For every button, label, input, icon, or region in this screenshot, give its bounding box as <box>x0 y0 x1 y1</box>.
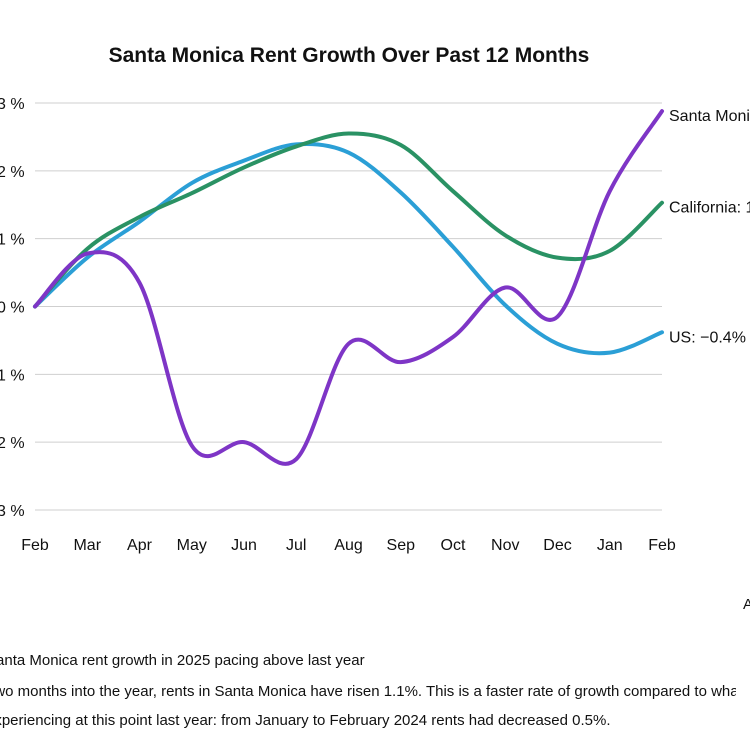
x-tick-label: Aug <box>334 537 362 554</box>
x-axis: Feb Mar Apr May Jun Jul Aug Sep Oct Nov Dec Jan Feb <box>21 537 676 554</box>
x-tick-label: Feb <box>648 537 676 554</box>
series-end-label: Santa Monica: 2.9% <box>669 108 750 125</box>
chart-title: Santa Monica Rent Growth Over Past 12 Mo… <box>109 44 590 67</box>
footer-paragraph-line-2: experiencing at this point last year: fr… <box>0 712 611 729</box>
x-tick-label: May <box>177 537 207 554</box>
y-tick-label: 2 % <box>0 435 25 452</box>
series-line <box>33 141 664 356</box>
series-line <box>33 131 664 309</box>
x-tick-label: Jun <box>231 537 257 554</box>
y-tick-label: 2 % <box>0 164 25 181</box>
series-line <box>33 109 664 466</box>
series-end-labels: Santa Monica: 2.9% California: 1.5% US: −0… <box>669 108 750 346</box>
footer-heading: Santa Monica rent growth in 2025 pacing … <box>0 652 365 669</box>
y-tick-label: 1 % <box>0 232 25 249</box>
x-tick-label: Jan <box>597 537 623 554</box>
rent-growth-chart: Santa Monica Rent Growth Over Past 12 Mo… <box>0 44 750 554</box>
y-tick-label: 0 % <box>0 300 25 317</box>
x-tick-label: Nov <box>491 537 519 554</box>
series-end-label: California: 1.5% <box>669 200 750 217</box>
gridlines <box>35 102 662 511</box>
x-tick-label: Mar <box>73 537 101 554</box>
y-axis: 3 % 2 % 1 % 0 % 1 % 2 % 3 % <box>0 96 25 520</box>
x-tick-label: Sep <box>387 537 416 554</box>
y-tick-label: 3 % <box>0 503 25 520</box>
x-tick-label: Dec <box>543 537 571 554</box>
series-end-label: US: −0.4% <box>669 329 746 346</box>
x-tick-label: Oct <box>441 537 466 554</box>
x-tick-label: Feb <box>21 537 49 554</box>
footer-paragraph-line-1: Two months into the year, rents in Santa… <box>0 683 736 700</box>
x-tick-label: Apr <box>127 537 153 554</box>
y-tick-label: 3 % <box>0 96 25 113</box>
series-lines <box>33 109 664 466</box>
x-tick-label: Jul <box>286 537 306 554</box>
cut-off-annotation: A <box>743 596 750 613</box>
y-tick-label: 1 % <box>0 367 25 384</box>
